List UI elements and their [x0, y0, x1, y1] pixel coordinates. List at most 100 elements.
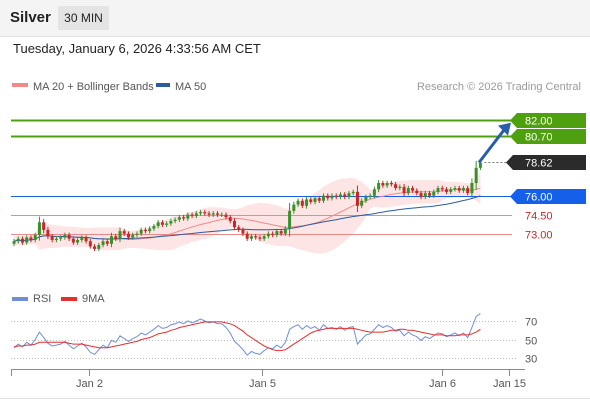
- candle: [283, 226, 287, 236]
- candle-body: [224, 214, 228, 218]
- candle-body: [203, 212, 207, 214]
- candle-body: [46, 229, 50, 237]
- candle-body: [360, 200, 364, 206]
- candle-body: [449, 189, 453, 192]
- candle: [262, 233, 266, 242]
- candle: [360, 198, 364, 209]
- candle-body: [84, 237, 88, 242]
- candles: [12, 160, 482, 252]
- candle-body: [305, 199, 309, 206]
- candle-body: [440, 188, 444, 190]
- candle-body: [25, 237, 29, 243]
- candle: [118, 227, 122, 243]
- candle-body: [245, 233, 249, 239]
- last-level-tag: [506, 155, 586, 170]
- candle: [305, 196, 309, 209]
- pivot-level-label: 76.00: [525, 192, 553, 204]
- candle: [216, 211, 220, 217]
- candle-body: [156, 222, 160, 227]
- candle: [245, 231, 249, 242]
- candle: [12, 238, 16, 247]
- candle: [46, 227, 50, 240]
- rsi-level-50-label: 50: [525, 336, 537, 348]
- candle: [88, 238, 92, 249]
- candle: [211, 211, 215, 217]
- candle: [398, 184, 402, 191]
- target-level-tag: [510, 113, 586, 128]
- candle-body: [93, 246, 97, 249]
- candle-body: [444, 189, 448, 192]
- candle: [237, 225, 241, 233]
- rsi-line: [13, 313, 481, 356]
- candle: [194, 211, 198, 219]
- last-level-label: 78.62: [525, 158, 553, 170]
- candle-body: [288, 210, 292, 229]
- candle: [449, 187, 453, 195]
- candle-body: [232, 221, 236, 228]
- candle: [131, 232, 135, 240]
- candle-body: [194, 213, 198, 216]
- candle: [173, 217, 177, 224]
- candle: [351, 189, 355, 196]
- candle: [50, 233, 54, 243]
- candle-body: [258, 237, 262, 239]
- candle: [63, 232, 67, 240]
- candle: [368, 193, 372, 200]
- candle-body: [105, 241, 109, 244]
- candle: [20, 236, 24, 245]
- candle-body: [220, 214, 224, 216]
- candle: [330, 193, 334, 201]
- target-level-label: 82.00: [525, 116, 553, 128]
- candle: [54, 236, 58, 243]
- bollinger-band-area: [14, 171, 481, 254]
- candle: [419, 190, 423, 200]
- candle-body: [415, 190, 419, 194]
- candle: [381, 180, 385, 188]
- candle: [279, 228, 283, 236]
- candle: [182, 214, 186, 221]
- candle-body: [126, 233, 130, 238]
- candle-body: [37, 222, 41, 235]
- candle-body: [313, 198, 317, 202]
- candle: [101, 238, 105, 248]
- rsi-level-30-label: 30: [525, 354, 537, 366]
- candle: [338, 192, 342, 200]
- candle-body: [139, 229, 143, 234]
- candle: [16, 236, 20, 244]
- candle: [317, 195, 321, 204]
- rsi-level-70-label: 70: [525, 317, 537, 329]
- candle-body: [177, 217, 181, 220]
- candle: [313, 195, 317, 205]
- candle-body: [368, 195, 372, 197]
- candle: [326, 193, 330, 201]
- datetime-label: Tuesday, January 6, 2026 4:33:56 AM CET: [13, 41, 261, 56]
- candle: [389, 180, 393, 187]
- candle: [80, 235, 84, 243]
- candle-body: [29, 237, 33, 240]
- candle: [466, 185, 470, 196]
- x-axis: Jan 2 Jan 5 Jan 6 Jan 15: [76, 369, 526, 390]
- candle: [258, 235, 262, 242]
- candle-body: [249, 236, 253, 239]
- candle: [126, 231, 130, 240]
- candle: [364, 194, 368, 204]
- candle-body: [266, 233, 270, 237]
- target-level-label: 80.70: [525, 132, 553, 144]
- target-level-tag: [510, 129, 586, 144]
- candle: [160, 219, 164, 228]
- candle-body: [279, 231, 283, 234]
- candle: [453, 185, 457, 192]
- pivot-level-tag: [510, 189, 586, 204]
- candle-body: [389, 183, 393, 185]
- timeframe-tab[interactable]: 30 MIN: [58, 6, 109, 30]
- candle: [139, 227, 143, 236]
- candle: [292, 201, 296, 214]
- candle-body: [436, 188, 440, 192]
- x-tick-label: Jan 15: [493, 378, 526, 390]
- candle: [110, 232, 114, 248]
- candle: [156, 219, 160, 229]
- bollinger-bands: [14, 171, 481, 254]
- candle-body: [457, 188, 461, 191]
